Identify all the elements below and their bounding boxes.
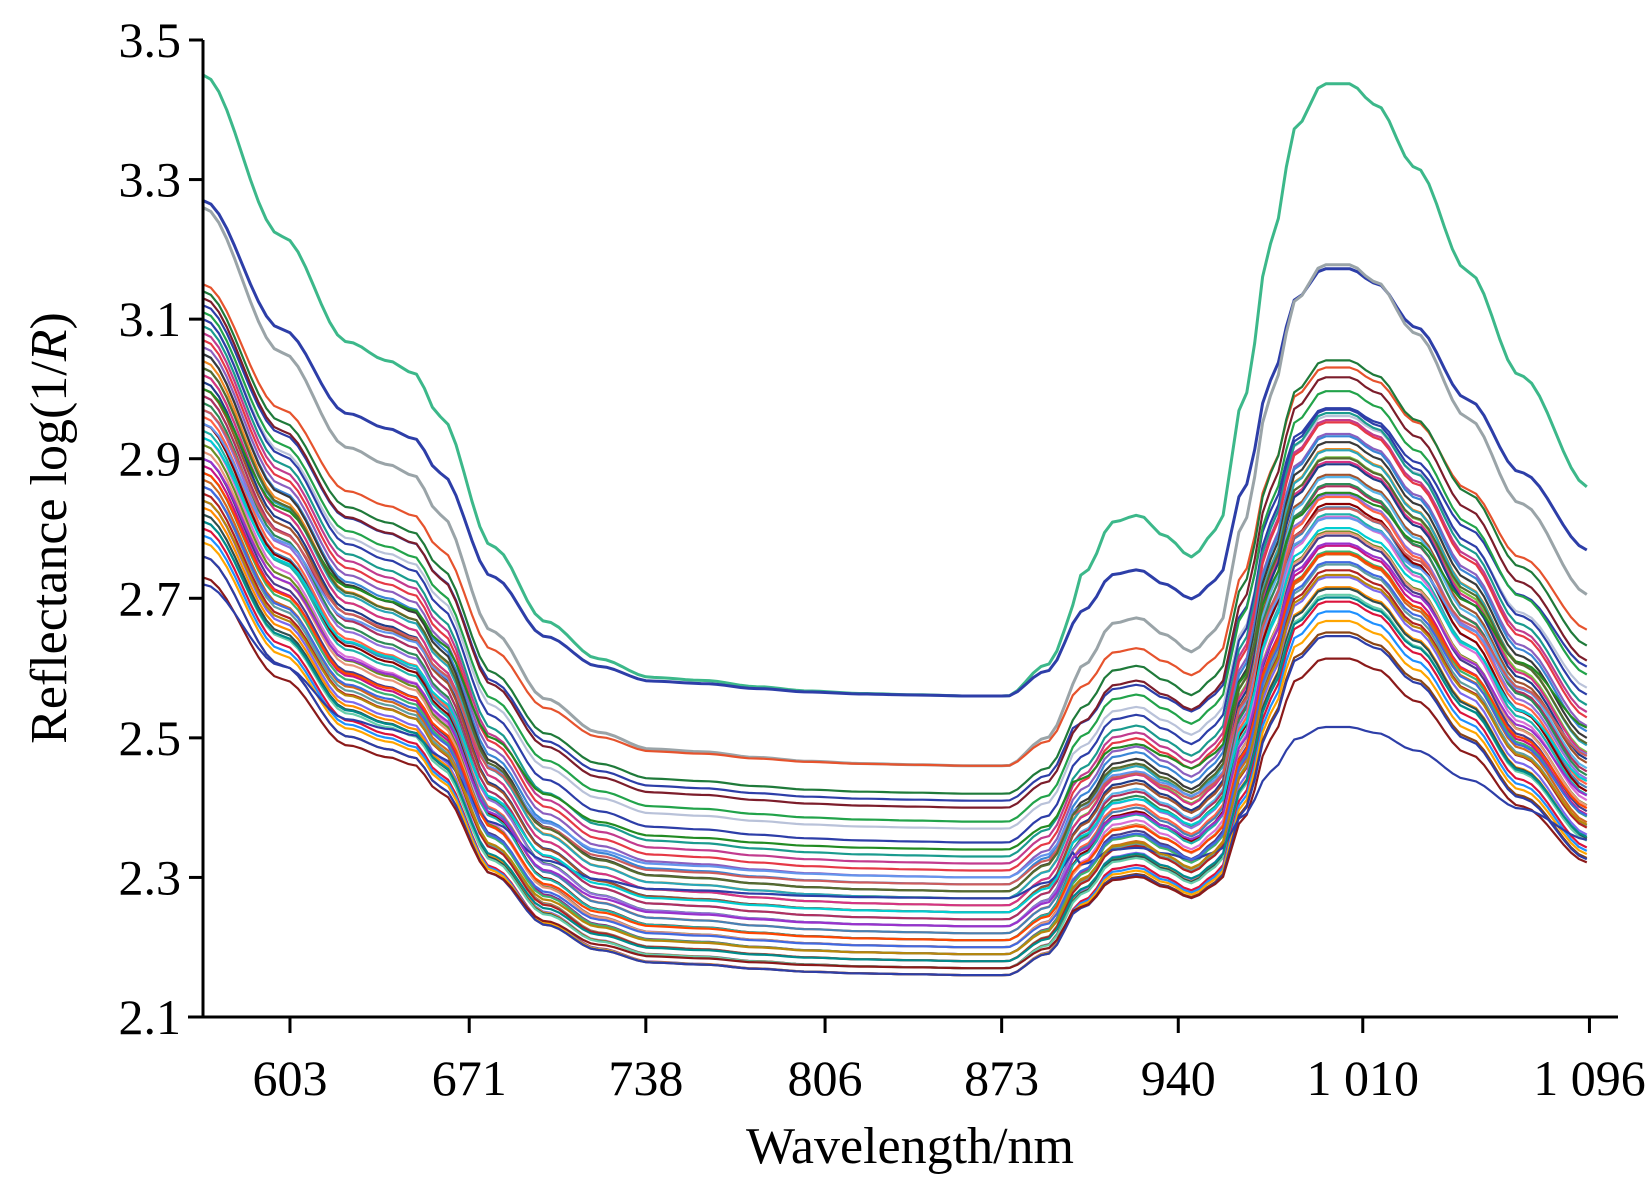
- x-tick-label: 603: [252, 1050, 327, 1106]
- x-tick-label: 1 010: [1307, 1050, 1420, 1106]
- spectrum-line: [202, 311, 1588, 823]
- y-ticks: 2.1 2.3 2.5 2.7 2.9 3.1 3.3 3.5: [119, 12, 203, 1045]
- x-axis-title: Wavelength/nm: [746, 1118, 1074, 1175]
- spectrum-line: [202, 576, 1588, 970]
- spectrum-line: [202, 583, 1588, 900]
- spectrum-line: [202, 485, 1588, 949]
- spectrum-line: [202, 332, 1588, 865]
- spectrum-line: [202, 457, 1588, 928]
- spectrum-line: [202, 471, 1588, 942]
- spectrum-line: [202, 374, 1588, 907]
- y-tick-label: 3.3: [119, 152, 182, 208]
- spectrum-line: [202, 436, 1588, 914]
- spectrum-line: [202, 325, 1588, 858]
- spectrum-line: [202, 304, 1588, 802]
- spectrum-line: [202, 297, 1588, 809]
- y-tick-label: 2.9: [119, 431, 182, 487]
- x-tick-label: 806: [788, 1050, 863, 1106]
- y-tick-label: 2.7: [119, 570, 182, 626]
- y-axis-title-italic: R: [21, 329, 78, 362]
- y-axis-title: Reflectance log(1/R): [21, 312, 78, 744]
- y-tick-label: 3.1: [119, 291, 182, 347]
- x-tick-label: 873: [964, 1050, 1039, 1106]
- x-tick-label: 671: [432, 1050, 507, 1106]
- spectrum-line: [202, 408, 1588, 886]
- spectrum-line: [202, 394, 1588, 921]
- spectrum-line: [202, 520, 1588, 963]
- spectrum-line: [202, 387, 1588, 851]
- spectrum-line: [202, 318, 1588, 844]
- spectrum-line: [202, 283, 1588, 767]
- spectrum-line: [202, 339, 1588, 872]
- spectrum-line: [202, 555, 1588, 977]
- spectrum-line: [202, 290, 1588, 795]
- x-tick-label: 940: [1141, 1050, 1216, 1106]
- y-axis-title-prefix: Reflectance log(1/: [21, 361, 78, 744]
- x-ticks: 603 671 738 806 873 940 1 010 1 096: [252, 1017, 1646, 1106]
- x-tick-label: 738: [608, 1050, 683, 1106]
- spectrum-line: [202, 367, 1588, 900]
- y-tick-label: 2.1: [119, 989, 182, 1045]
- spectrum-line: [202, 527, 1588, 977]
- y-tick-label: 3.5: [119, 12, 182, 68]
- spectrum-line: [202, 499, 1588, 956]
- spectrum-line: [202, 199, 1588, 698]
- y-tick-label: 2.5: [119, 710, 182, 766]
- spectrum-line: [202, 422, 1588, 879]
- spectrum-line: [202, 367, 1588, 893]
- y-axis-title-suffix: ): [21, 312, 78, 329]
- y-tick-label: 2.3: [119, 849, 182, 905]
- series-layer: [202, 73, 1588, 977]
- x-tick-label: 1 096: [1533, 1050, 1646, 1106]
- axes-layer: [188, 40, 1618, 1019]
- spectrum-line: [202, 318, 1588, 830]
